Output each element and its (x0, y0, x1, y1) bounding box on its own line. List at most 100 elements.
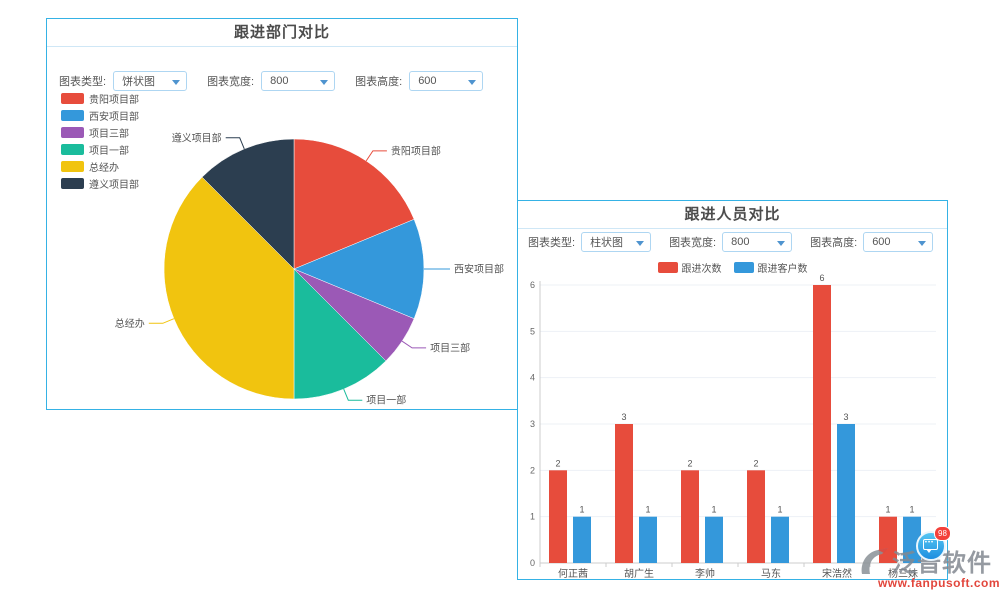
chart-width-select[interactable]: 800 (261, 71, 336, 91)
legend-label: 总经办 (89, 163, 119, 174)
select-value: 柱状图 (590, 237, 624, 249)
legend-label: 项目一部 (89, 146, 129, 157)
pie-label-line (225, 137, 245, 150)
page-title: 跟进部门对比 (233, 24, 330, 41)
legend-label: 遵义项目部 (89, 180, 139, 191)
chart-type-label: 图表类型: (59, 76, 107, 88)
select-value: 饼状图 (122, 76, 156, 88)
y-tick-label: 0 (530, 558, 535, 568)
pie-label: 总经办 (115, 317, 145, 330)
personnel-panel: 跟进人员对比 图表类型: 柱状图 图表宽度: 800 图表高度: 600 跟进次… (517, 200, 948, 580)
page-title: 跟进人员对比 (684, 206, 781, 223)
chart-type-select[interactable]: 饼状图 (113, 71, 188, 91)
chart-width-select[interactable]: 800 (722, 232, 793, 252)
legend-swatch (61, 93, 84, 104)
bar-value-label: 2 (753, 458, 758, 468)
pie-label-line (365, 150, 387, 162)
legend-swatch (61, 161, 84, 172)
pie-label: 贵阳项目部 (391, 144, 441, 157)
bar-跟进次数-0[interactable] (549, 470, 567, 563)
legend-swatch (61, 178, 84, 189)
legend-swatch (61, 144, 84, 155)
pie-slice-3[interactable] (293, 268, 387, 400)
chevron-down-icon (777, 241, 786, 246)
chevron-down-icon (468, 80, 477, 85)
bar-value-label: 1 (579, 505, 584, 515)
x-category-label: 李帅 (695, 567, 715, 579)
legend-label: 项目三部 (89, 129, 129, 140)
bar-跟进次数-4[interactable] (813, 285, 831, 563)
legend-item-2[interactable]: 项目三部 (61, 127, 139, 140)
bar-value-label: 1 (777, 505, 782, 515)
legend-item-跟进客户数[interactable]: 跟进客户数 (733, 260, 808, 275)
bar-跟进客户数-2[interactable] (705, 516, 723, 563)
pie-label: 项目三部 (430, 341, 470, 354)
legend-label: 跟进客户数 (757, 264, 808, 275)
y-tick-label: 3 (530, 419, 535, 429)
legend-swatch (61, 127, 84, 138)
x-category-label: 杨三妹 (888, 567, 918, 579)
bar-跟进次数-5[interactable] (879, 516, 897, 563)
legend-item-跟进次数[interactable]: 跟进次数 (657, 260, 722, 275)
x-category-label: 何正茜 (558, 567, 588, 579)
x-category-label: 宋浩然 (822, 567, 852, 579)
select-value: 600 (418, 75, 437, 87)
legend-item-5[interactable]: 遵义项目部 (61, 178, 139, 191)
pie-slice-4[interactable] (163, 176, 295, 400)
chart-height-select[interactable]: 600 (409, 71, 484, 91)
chart-type-select[interactable]: 柱状图 (581, 232, 652, 252)
legend-item-0[interactable]: 贵阳项目部 (61, 93, 139, 106)
bar-跟进客户数-4[interactable] (837, 424, 855, 563)
chart-height-label: 图表高度: (355, 76, 403, 88)
chat-badge: 98 (934, 526, 951, 541)
chevron-down-icon (636, 241, 645, 246)
bar-跟进次数-1[interactable] (615, 424, 633, 563)
department-panel: 跟进部门对比 图表类型: 饼状图 图表宽度: 800 图表高度: 600 贵阳项… (46, 18, 518, 410)
bar-value-label: 3 (621, 412, 626, 422)
chat-button[interactable]: ••• 98 (916, 526, 951, 561)
pie-label: 西安项目部 (454, 263, 504, 276)
chat-bubble-icon (923, 539, 938, 553)
legend-label: 跟进次数 (681, 264, 722, 275)
chevron-down-icon (918, 241, 927, 246)
chevron-down-icon (320, 80, 329, 85)
pie-label: 遵义项目部 (172, 131, 222, 144)
legend-item-3[interactable]: 项目一部 (61, 144, 139, 157)
bar-跟进客户数-3[interactable] (771, 516, 789, 563)
pie-label-line (401, 340, 427, 349)
x-category-label: 胡广生 (624, 567, 654, 579)
pie-slice-5[interactable] (201, 138, 295, 270)
legend-swatch (657, 262, 678, 273)
bar-value-label: 6 (819, 273, 824, 283)
bar-value-label: 2 (687, 458, 692, 468)
chart-type-label: 图表类型: (528, 237, 576, 249)
y-tick-label: 4 (530, 373, 535, 383)
chat-dots-icon: ••• (924, 540, 935, 546)
panel-header: 跟进人员对比 (518, 201, 947, 229)
bar-value-label: 1 (909, 505, 914, 515)
legend-item-4[interactable]: 总经办 (61, 161, 139, 174)
y-tick-label: 2 (530, 465, 535, 475)
legend-swatch (61, 110, 84, 121)
chart-controls: 图表类型: 饼状图 图表宽度: 800 图表高度: 600 (47, 71, 517, 91)
bar-跟进客户数-1[interactable] (639, 516, 657, 563)
pie-slice-1[interactable] (293, 218, 425, 320)
bar-value-label: 2 (555, 458, 560, 468)
bar-跟进客户数-0[interactable] (573, 516, 591, 563)
legend-label: 西安项目部 (89, 112, 139, 123)
select-value: 800 (270, 75, 289, 87)
pie-label-line (343, 388, 363, 401)
y-tick-label: 6 (530, 280, 535, 290)
panel-header: 跟进部门对比 (47, 19, 517, 47)
legend-item-1[interactable]: 西安项目部 (61, 110, 139, 123)
pie-slice-0[interactable] (293, 138, 415, 270)
bar-value-label: 1 (885, 505, 890, 515)
bar-跟进次数-3[interactable] (747, 470, 765, 563)
bar-value-label: 3 (843, 412, 848, 422)
bar-跟进次数-2[interactable] (681, 470, 699, 563)
personnel-bar-chart[interactable]: 0 1 2 3 4 5 6 2 1 何正茜 3 1 胡广生 2 1 李帅 2 1 马东 6 3 宋浩然 1 1 杨三妹 (518, 201, 947, 579)
chart-height-select[interactable]: 600 (863, 232, 934, 252)
x-category-label: 马东 (761, 567, 781, 579)
